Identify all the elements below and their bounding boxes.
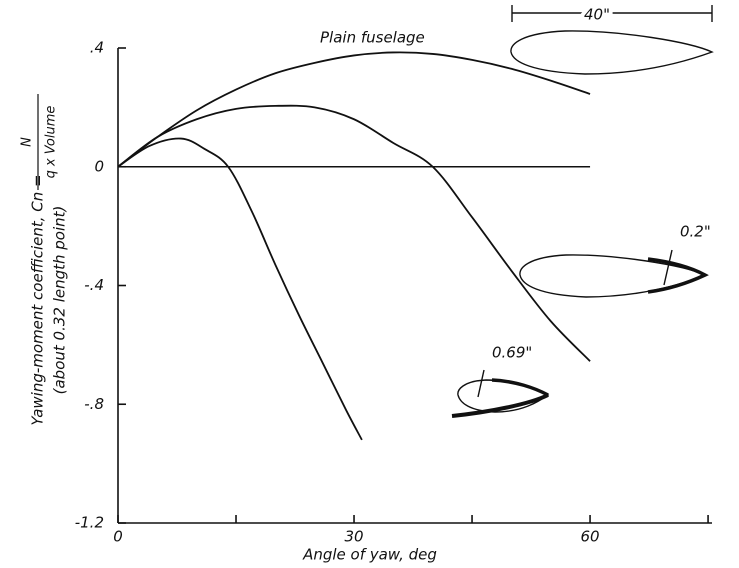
series-label: Plain fuselage [320, 29, 425, 47]
x-axis-label: Angle of yaw, deg [302, 546, 437, 564]
series-line [117, 104, 591, 362]
series-line [117, 137, 363, 441]
y-tick-label: .4 [90, 39, 104, 57]
y-axis-note: (about 0.32 length point) [51, 206, 69, 395]
y-axis-numerator: N [20, 137, 35, 147]
y-axis-denominator: q x Volume [44, 106, 59, 179]
x-tick-label: 30 [344, 528, 363, 546]
y-axis-label: Yawing-moment coefficient, Cn = [29, 174, 47, 425]
dimension-label: 40" [584, 6, 610, 24]
y-tick-label: -.4 [84, 276, 104, 294]
fuselage-sketches [451, 5, 714, 418]
y-tick-label: -.8 [84, 395, 104, 413]
series-label: 0.69" [492, 344, 532, 362]
series-line [117, 51, 591, 168]
x-tick-label: 60 [581, 528, 600, 546]
y-tick-label: -1.2 [75, 514, 104, 532]
y-tick-label: 0 [94, 157, 104, 175]
series-label: 0.2" [680, 223, 711, 241]
x-tick-label: 0 [113, 528, 123, 546]
